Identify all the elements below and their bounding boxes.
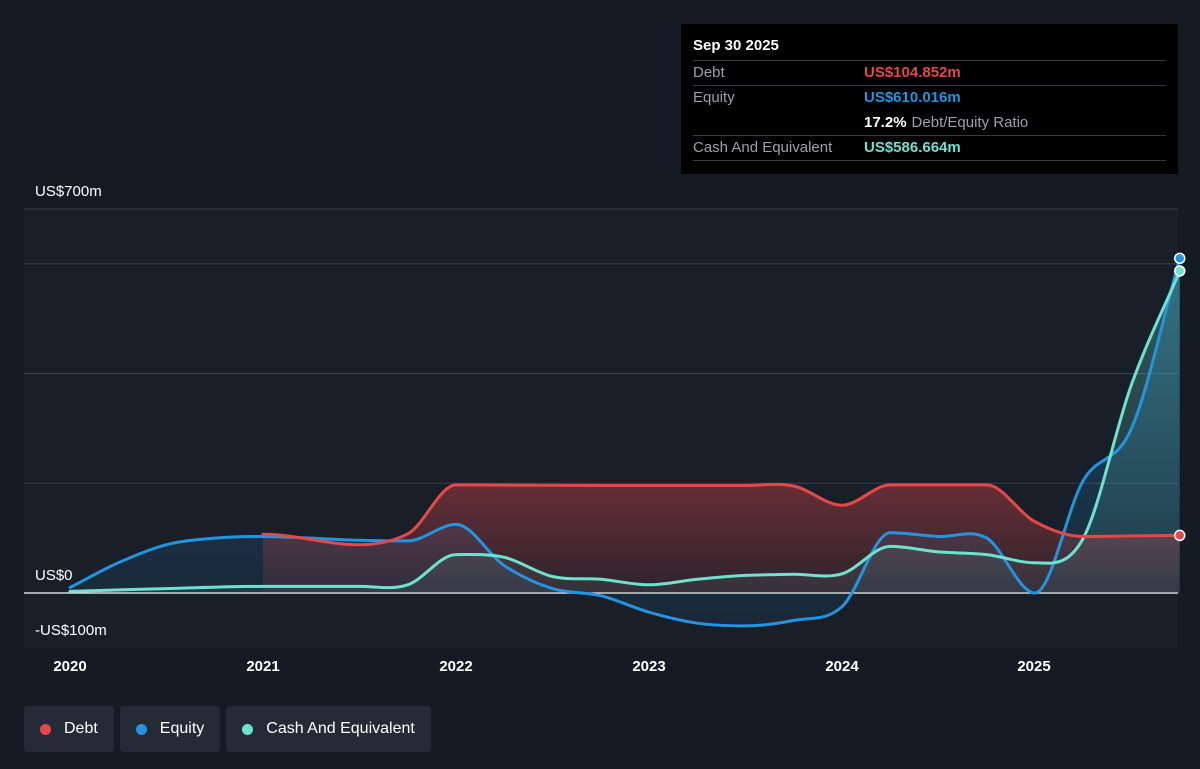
legend-dot-cash	[242, 723, 254, 735]
data-tooltip: Sep 30 2025 Debt US$104.852m Equity US$6…	[681, 24, 1178, 174]
tooltip-debt-row: Debt US$104.852m	[693, 60, 1166, 85]
x-tick-label-2022: 2022	[439, 658, 473, 675]
end-dot-debt	[1174, 529, 1186, 542]
area-debt	[263, 484, 1180, 593]
tooltip-date: Sep 30 2025	[693, 37, 779, 54]
x-tick-label-2023: 2023	[632, 658, 666, 675]
tooltip-divider	[693, 160, 1166, 161]
tooltip-ratio-value: 17.2%	[864, 114, 907, 131]
legend-item-equity[interactable]: Equity	[119, 706, 221, 752]
legend-item-cash[interactable]: Cash And Equivalent	[226, 706, 431, 752]
tooltip-equity-label: Equity	[693, 89, 735, 106]
y-tick-label-0: US$0	[35, 567, 73, 584]
tooltip-cash-label: Cash And Equivalent	[693, 139, 833, 156]
x-tick-label-2024: 2024	[825, 658, 859, 675]
legend-dot-debt	[40, 723, 51, 735]
tooltip-cash-row: Cash And Equivalent US$586.664m	[693, 135, 1166, 160]
y-tick-label-700: US$700m	[35, 183, 102, 200]
end-dot-equity	[1174, 252, 1186, 265]
legend-dot-equity	[135, 723, 147, 735]
tooltip-ratio-label: Debt/Equity Ratio	[911, 114, 1029, 131]
tooltip-debt-value: US$104.852m	[864, 64, 961, 81]
line-cash-and-equivalent	[68, 269, 1182, 593]
x-tick-label-2021: 2021	[246, 658, 280, 675]
legend-item-debt[interactable]: Debt	[24, 706, 114, 752]
tooltip-cash-value: US$586.664m	[864, 139, 961, 156]
legend-label-equity: Equity	[159, 720, 205, 737]
x-tick-label-2025: 2025	[1017, 658, 1051, 675]
tooltip-equity-value: US$610.016m	[864, 89, 961, 106]
legend-label-cash: Cash And Equivalent	[266, 720, 415, 737]
line-debt	[261, 482, 1182, 547]
series-end-dots	[1174, 252, 1186, 542]
series-lines	[68, 256, 1182, 628]
tooltip-ratio-row: 17.2% Debt/Equity Ratio	[693, 110, 1166, 135]
end-dot-cash-and-equivalent	[1174, 265, 1186, 277]
line-equity	[68, 256, 1182, 628]
legend-label-debt: Debt	[64, 720, 98, 737]
tooltip-debt-label: Debt	[693, 64, 725, 81]
tooltip-equity-row: Equity US$610.016m	[693, 85, 1166, 110]
chart-legend: Debt Equity Cash And Equivalent	[24, 706, 431, 752]
y-tick-label-minus-100: -US$100m	[35, 622, 107, 639]
x-tick-label-2020: 2020	[53, 658, 87, 675]
